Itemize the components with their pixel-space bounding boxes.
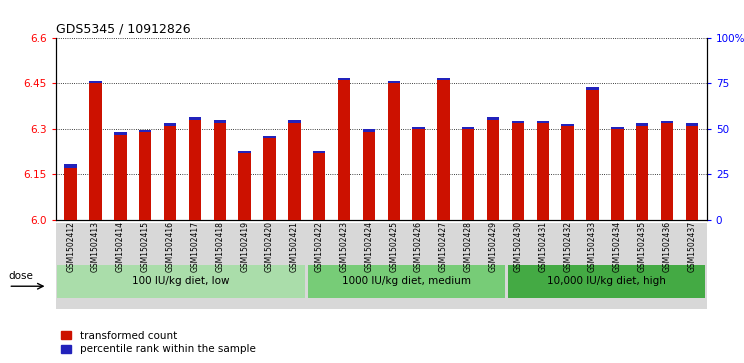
Bar: [263, 138, 276, 220]
Text: 1000 IU/kg diet, medium: 1000 IU/kg diet, medium: [341, 276, 471, 286]
Bar: [412, 127, 425, 129]
Legend: transformed count, percentile rank within the sample: transformed count, percentile rank withi…: [61, 331, 256, 354]
Bar: [512, 123, 525, 220]
Bar: [462, 129, 475, 220]
Bar: [611, 129, 623, 220]
Text: GDS5345 / 10912826: GDS5345 / 10912826: [56, 23, 190, 36]
Bar: [661, 121, 673, 123]
Bar: [338, 81, 350, 220]
Bar: [65, 168, 77, 220]
Bar: [388, 83, 400, 220]
Text: 100 IU/kg diet, low: 100 IU/kg diet, low: [132, 276, 230, 286]
Bar: [189, 117, 201, 120]
Bar: [686, 123, 698, 126]
Bar: [164, 126, 176, 220]
Bar: [661, 123, 673, 220]
Bar: [362, 130, 375, 132]
Bar: [462, 127, 475, 129]
Bar: [238, 151, 251, 153]
Bar: [437, 78, 449, 81]
Bar: [114, 135, 126, 220]
Bar: [686, 126, 698, 220]
Bar: [362, 132, 375, 220]
Bar: [636, 126, 649, 220]
Bar: [164, 123, 176, 126]
Bar: [536, 123, 549, 220]
Bar: [114, 132, 126, 135]
Bar: [636, 123, 649, 126]
Bar: [611, 127, 623, 129]
Text: 10,000 IU/kg diet, high: 10,000 IU/kg diet, high: [547, 276, 666, 286]
Bar: [512, 121, 525, 123]
Bar: [586, 90, 599, 220]
Bar: [536, 121, 549, 123]
Bar: [65, 164, 77, 168]
Bar: [189, 120, 201, 220]
Bar: [139, 132, 152, 220]
Bar: [412, 129, 425, 220]
Text: dose: dose: [8, 272, 33, 281]
Bar: [288, 121, 301, 123]
Bar: [338, 78, 350, 81]
Bar: [139, 130, 152, 132]
Bar: [288, 123, 301, 220]
Bar: [388, 81, 400, 83]
Bar: [214, 123, 226, 220]
Bar: [313, 151, 325, 153]
Bar: [562, 124, 574, 126]
Bar: [214, 121, 226, 123]
Bar: [487, 117, 499, 120]
Bar: [238, 153, 251, 220]
Bar: [487, 120, 499, 220]
Bar: [586, 87, 599, 90]
Bar: [89, 81, 102, 83]
Bar: [89, 83, 102, 220]
Bar: [263, 136, 276, 138]
Bar: [437, 81, 449, 220]
Bar: [562, 126, 574, 220]
Bar: [313, 153, 325, 220]
